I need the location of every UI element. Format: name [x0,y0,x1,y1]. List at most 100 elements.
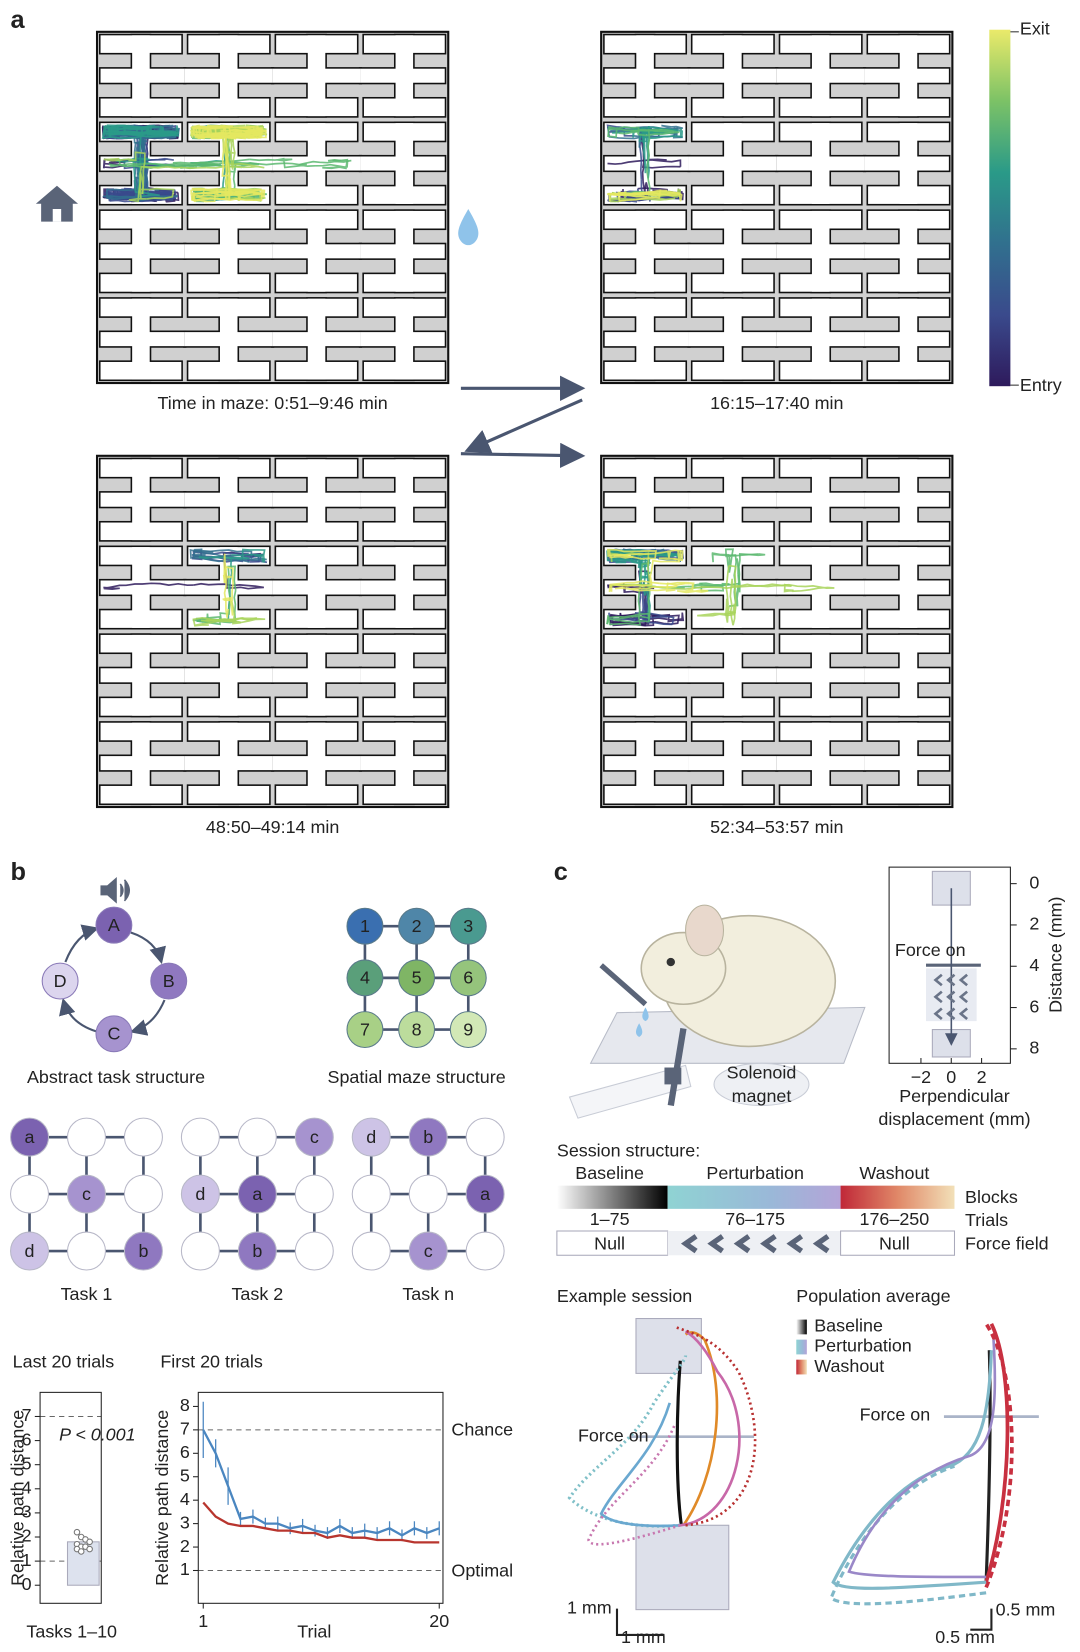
panel-label: c [554,858,568,886]
task-node [41,962,79,1000]
maze-background [601,31,953,384]
task-cell [123,1117,163,1157]
maze-corridor [864,332,949,347]
maze-corridor [688,756,777,771]
maze-corridor [604,668,689,683]
maze-corridor [100,332,185,347]
node-label: D [54,971,67,991]
subpanel-title: Population average [796,1286,950,1306]
maze-node [346,1011,384,1049]
task-cell [66,1117,106,1157]
force-field-label: Null [594,1233,625,1253]
node-label: A [108,915,120,935]
y-tick-label: 4 [180,1489,190,1509]
trajectory [608,549,657,560]
maze-corridor [360,580,445,595]
task-cell [66,1174,106,1214]
maze-corridor [864,156,949,171]
y-tick-label: 1 [22,1550,32,1570]
speaker-icon [100,876,130,904]
task-cell [180,1231,220,1271]
task-point [86,1545,93,1553]
y-tick-label: 4 [1029,955,1039,975]
maze-corridor [272,492,361,507]
trajectory [646,128,674,196]
task-caption: Task 1 [61,1284,113,1304]
colorbar-label: Exit [1020,18,1050,38]
y-tick-label: 2 [180,1536,190,1556]
maze-corridor [688,68,777,83]
y-tick-label: 7 [180,1419,190,1439]
trajectory [608,190,629,203]
trajectory [607,158,682,167]
task-cell [237,1174,277,1214]
task-point [86,1538,93,1546]
row-label: Force field [965,1233,1049,1253]
maze-background [97,455,449,808]
maze-corridor [864,580,949,595]
trajectory [103,582,194,590]
x-axis-label: displacement (mm) [878,1109,1030,1129]
trajectory [192,590,237,622]
cell-label: a [25,1127,35,1147]
maze-caption: 48:50–49:14 min [206,817,339,837]
chart-title: First 20 trials [160,1352,263,1372]
maze-corridor [864,244,949,259]
annotation: Force on [578,1425,649,1445]
example-traces [567,1318,757,1636]
block-label: Perturbation [706,1163,804,1183]
axes-frame [888,866,1011,1064]
y-tick-label: 2 [1029,914,1039,934]
series-line [202,1501,440,1544]
task-cell [465,1174,505,1214]
maze-corridor [864,68,949,83]
y-tick-label: 1 [180,1559,190,1579]
maze: 48:50–49:14 min [95,454,450,837]
trajectory [608,191,683,202]
trajectory [698,582,730,592]
trajectory [723,578,755,626]
maze-corridor [688,332,777,347]
maze-corridor [100,244,185,259]
node-label: 9 [463,1019,473,1039]
annotation: Force on [895,940,966,960]
trajectory [192,616,219,627]
cell-label: a [252,1184,262,1204]
cell-label: c [424,1241,433,1261]
population-traces [829,1322,1039,1631]
task-cell [66,1231,106,1271]
task-caption: Task 2 [231,1284,283,1304]
maze-corridor [360,68,445,83]
maze-corridor [272,580,361,595]
annotation: P < 0.001 [59,1424,135,1444]
trajectory [625,189,668,196]
trajectory [191,187,241,194]
maze-border [600,30,954,385]
caption: Abstract task structure [27,1067,205,1087]
maze-background [601,455,953,808]
house-icon [35,185,79,222]
cell-label: b [138,1241,148,1261]
maze: Time in maze: 0:51–9:46 min [95,30,450,413]
maze-node [346,907,384,945]
node-label: 7 [360,1019,370,1039]
reference-label: Chance [451,1420,513,1440]
trajectory [249,157,316,169]
subpanel-title: Example session [557,1286,692,1306]
y-tick-label: 0 [22,1574,32,1594]
y-tick-label: 4 [22,1478,32,1498]
panel-label: b [11,858,26,886]
task-node [150,962,188,1000]
maze-node [346,959,384,997]
x-tick-label: −2 [911,1067,931,1087]
maze-corridor [776,156,865,171]
y-tick-label: 6 [180,1442,190,1462]
y-tick-label: 3 [180,1512,190,1532]
cell-label: d [25,1241,35,1261]
task-caption: Task n [402,1284,454,1304]
node-label: 6 [463,968,473,988]
maze-caption: Time in maze: 0:51–9:46 min [158,393,388,413]
maze-node [398,959,436,997]
maze-corridor [776,332,865,347]
